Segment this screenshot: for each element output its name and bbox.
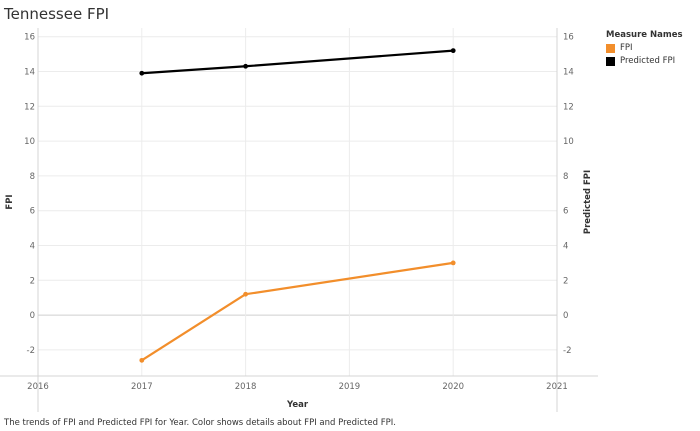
x-tick-2020: 2020 xyxy=(442,382,464,392)
y-tick-right-6: 6 xyxy=(563,207,568,217)
y-tick-right-8: 8 xyxy=(563,172,568,182)
data-point-predicted-fpi-2017 xyxy=(139,70,145,76)
series-line-predicted-fpi xyxy=(141,49,454,75)
y-tick-right-10: 10 xyxy=(563,137,574,147)
y-tick-right-12: 12 xyxy=(563,102,574,112)
chart-caption: The trends of FPI and Predicted FPI for … xyxy=(4,418,396,428)
y-tick-right-0: 0 xyxy=(563,311,568,321)
legend-title: Measure Names xyxy=(606,30,683,40)
legend-swatch-predicted-fpi xyxy=(606,56,615,66)
y-tick-left-16: 16 xyxy=(24,33,35,43)
legend-item-predicted-fpi[interactable]: Predicted FPI xyxy=(606,56,683,66)
x-axis-title: Year xyxy=(286,400,309,410)
data-point-fpi-2017 xyxy=(139,357,145,363)
y-tick-left-12: 12 xyxy=(24,102,35,112)
y-axis-title-right: Predicted FPI xyxy=(583,170,593,234)
y-tick-left-0: 0 xyxy=(30,311,35,321)
legend-swatch-fpi xyxy=(606,43,615,53)
x-tick-2018: 2018 xyxy=(235,382,257,392)
data-point-predicted-fpi-2020 xyxy=(450,48,456,54)
y-tick-right-2: 2 xyxy=(563,276,568,286)
legend-label-predicted-fpi: Predicted FPI xyxy=(620,56,676,66)
y-tick-left-6: 6 xyxy=(30,207,35,217)
legend-label-fpi: FPI xyxy=(620,43,633,53)
y-tick-right-16: 16 xyxy=(563,33,574,43)
data-point-fpi-2020 xyxy=(450,260,456,266)
x-tick-2019: 2019 xyxy=(339,382,361,392)
series-line-fpi xyxy=(141,261,454,362)
x-tick-2017: 2017 xyxy=(131,382,153,392)
y-tick-left-4: 4 xyxy=(30,242,35,252)
y-tick-left-2: 2 xyxy=(30,276,35,286)
y-tick-right--2: -2 xyxy=(563,346,571,356)
y-tick-right-14: 14 xyxy=(563,68,574,78)
data-point-fpi-2018 xyxy=(243,291,249,297)
chart-title: Tennessee FPI xyxy=(4,5,110,23)
legend: Measure Names FPI Predicted FPI xyxy=(606,30,683,69)
legend-item-fpi[interactable]: FPI xyxy=(606,43,683,53)
y-tick-left-14: 14 xyxy=(24,68,35,78)
y-tick-right-4: 4 xyxy=(563,242,568,252)
y-tick-left-8: 8 xyxy=(30,172,35,182)
data-point-predicted-fpi-2018 xyxy=(243,63,249,69)
y-axis-title-left: FPI xyxy=(5,194,15,209)
y-tick-left-10: 10 xyxy=(24,137,35,147)
y-tick-left--2: -2 xyxy=(27,346,35,356)
